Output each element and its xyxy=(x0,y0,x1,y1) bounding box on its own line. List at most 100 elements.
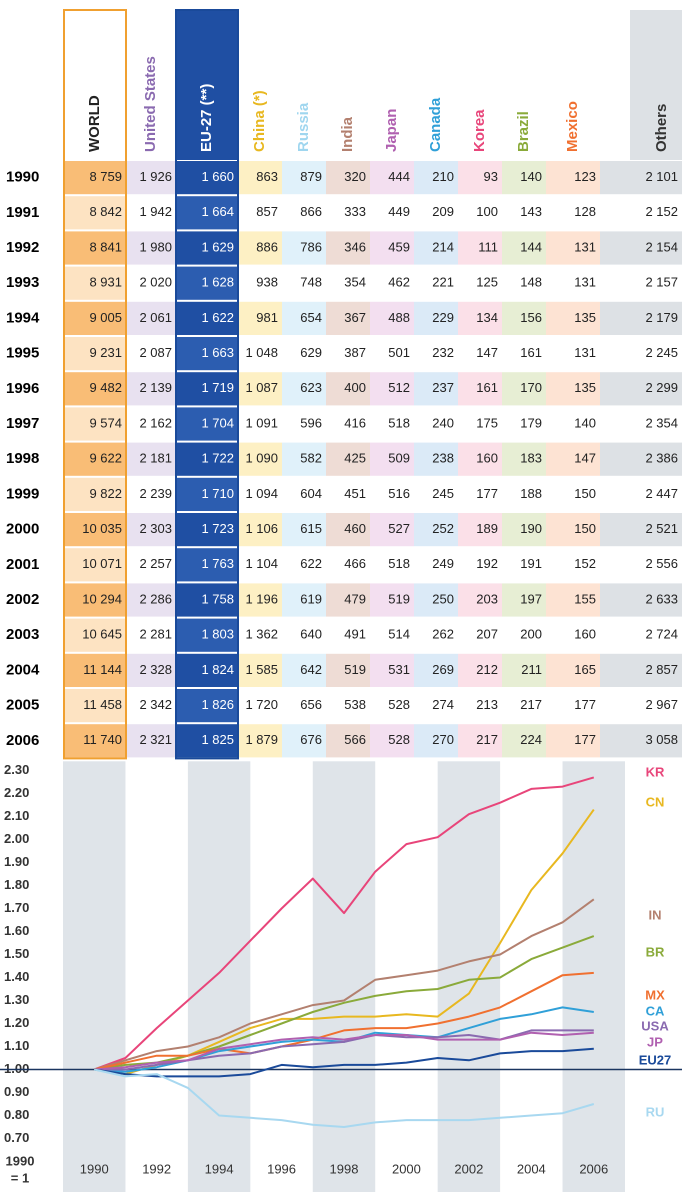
cell-value: 1 763 xyxy=(201,556,234,571)
table-cell xyxy=(370,618,414,652)
cell-value: 509 xyxy=(388,451,410,466)
table-cell xyxy=(282,689,326,723)
cell-value: 519 xyxy=(344,662,366,677)
cell-value: 642 xyxy=(300,662,322,677)
year-label: 1997 xyxy=(6,415,39,432)
cell-value: 189 xyxy=(476,521,498,536)
table-cell xyxy=(176,301,238,335)
cell-value: 2 447 xyxy=(645,486,678,501)
table-cell xyxy=(64,337,126,371)
cell-value: 449 xyxy=(388,204,410,219)
y-tick-label: 1.70 xyxy=(4,900,29,915)
table-cell xyxy=(546,231,600,265)
year-label: 2004 xyxy=(6,661,40,678)
table-cell xyxy=(282,337,326,371)
cell-value: 8 841 xyxy=(89,239,122,254)
cell-value: 857 xyxy=(256,204,278,219)
cell-value: 8 931 xyxy=(89,275,122,290)
table-cell xyxy=(458,161,502,195)
cell-value: 466 xyxy=(344,556,366,571)
column-header: EU-27 (**) xyxy=(198,84,215,152)
table-cell xyxy=(600,196,682,230)
cell-value: 2 157 xyxy=(645,275,678,290)
x-tick-label: 1996 xyxy=(267,1161,296,1176)
table-cell xyxy=(502,301,546,335)
cell-value: 2 154 xyxy=(645,239,678,254)
cell-value: 1 094 xyxy=(245,486,278,501)
cell-value: 270 xyxy=(432,732,454,747)
x-tick-label: 1990 xyxy=(80,1161,109,1176)
cell-value: 2 857 xyxy=(645,662,678,677)
column-header: Russia xyxy=(295,102,312,152)
table-cell xyxy=(238,196,282,230)
cell-value: 213 xyxy=(476,697,498,712)
cell-value: 2 139 xyxy=(139,380,172,395)
table-cell xyxy=(176,372,238,406)
cell-value: 354 xyxy=(344,275,366,290)
cell-value: 10 035 xyxy=(82,521,122,536)
table-cell xyxy=(502,689,546,723)
cell-value: 144 xyxy=(520,239,542,254)
cell-value: 150 xyxy=(574,521,596,536)
table-cell xyxy=(414,301,458,335)
table-cell xyxy=(64,653,126,687)
cell-value: 2 179 xyxy=(645,310,678,325)
table-cell xyxy=(370,196,414,230)
band xyxy=(63,761,126,1192)
series-line xyxy=(93,898,595,1071)
table-cell xyxy=(458,442,502,476)
column-header: WORLD xyxy=(86,95,103,152)
table-cell xyxy=(282,653,326,687)
cell-value: 2 521 xyxy=(645,521,678,536)
cell-value: 125 xyxy=(476,275,498,290)
cell-value: 2 303 xyxy=(139,521,172,536)
table-cell xyxy=(600,724,682,758)
cell-value: 165 xyxy=(574,662,596,677)
cell-value: 2 257 xyxy=(139,556,172,571)
table-cell xyxy=(176,513,238,547)
cell-value: 147 xyxy=(476,345,498,360)
cell-value: 9 822 xyxy=(89,486,122,501)
cell-value: 622 xyxy=(300,556,322,571)
table-cell xyxy=(238,618,282,652)
eu-column-header xyxy=(176,10,238,160)
series-label: USA xyxy=(641,1018,669,1033)
cell-value: 93 xyxy=(484,169,498,184)
table-cell xyxy=(238,583,282,617)
others-column-header xyxy=(630,10,682,160)
series-label: CN xyxy=(646,794,665,809)
year-label: 1998 xyxy=(6,450,39,467)
table-cell xyxy=(126,337,176,371)
table-cell xyxy=(458,513,502,547)
table-cell xyxy=(414,442,458,476)
year-label: 2002 xyxy=(6,591,39,608)
table-cell xyxy=(546,407,600,441)
table-cell xyxy=(414,653,458,687)
cell-value: 491 xyxy=(344,627,366,642)
table-cell xyxy=(326,618,370,652)
table-cell xyxy=(326,301,370,335)
cell-value: 8 842 xyxy=(89,204,122,219)
cell-value: 229 xyxy=(432,310,454,325)
band xyxy=(187,761,251,1192)
series-label: CA xyxy=(646,1003,665,1018)
cell-value: 1 196 xyxy=(245,591,278,606)
cell-value: 527 xyxy=(388,521,410,536)
cell-value: 238 xyxy=(432,451,454,466)
table-cell xyxy=(326,407,370,441)
table-cell xyxy=(414,477,458,511)
table-cell xyxy=(238,231,282,265)
table-cell xyxy=(326,372,370,406)
cell-value: 209 xyxy=(432,204,454,219)
cell-value: 1 660 xyxy=(201,169,234,184)
cell-value: 566 xyxy=(344,732,366,747)
cell-value: 938 xyxy=(256,275,278,290)
table-cell xyxy=(326,266,370,300)
table-cell xyxy=(370,407,414,441)
cell-value: 1 704 xyxy=(201,415,234,430)
table-cell xyxy=(126,407,176,441)
cell-value: 214 xyxy=(432,239,454,254)
table-cell xyxy=(600,689,682,723)
table-cell xyxy=(502,372,546,406)
table-cell xyxy=(176,442,238,476)
